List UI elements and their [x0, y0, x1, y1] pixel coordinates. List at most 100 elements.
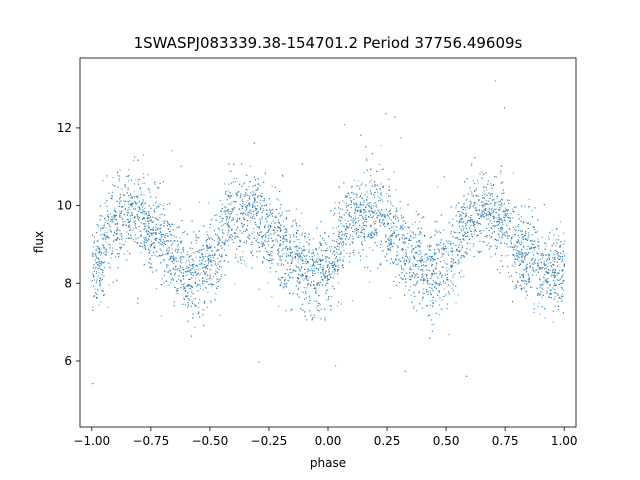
data-point [92, 254, 94, 256]
data-point [316, 283, 318, 285]
data-point [408, 279, 410, 281]
data-point [182, 255, 184, 257]
data-point [243, 218, 245, 220]
data-point [539, 284, 541, 286]
data-point [358, 235, 360, 237]
data-point [173, 263, 175, 265]
data-point [483, 190, 485, 192]
data-point [108, 219, 110, 221]
data-point [305, 278, 307, 280]
data-point [497, 224, 499, 226]
data-point [543, 277, 545, 279]
data-point [489, 195, 491, 197]
data-point [393, 171, 395, 173]
data-point [127, 189, 129, 191]
data-point [400, 276, 402, 278]
data-point [401, 248, 403, 250]
data-point [210, 255, 212, 257]
data-point [315, 289, 317, 291]
data-point [269, 211, 271, 213]
data-point [521, 261, 523, 263]
data-point [526, 248, 528, 250]
data-point [420, 260, 422, 262]
data-point [162, 205, 164, 207]
data-point [290, 252, 292, 254]
data-point [100, 228, 102, 230]
data-point [403, 238, 405, 240]
data-point [156, 269, 158, 271]
data-point [354, 229, 356, 231]
data-point [373, 232, 375, 234]
data-point [374, 231, 376, 233]
data-point [430, 274, 432, 276]
data-point [483, 197, 485, 199]
data-point [254, 208, 256, 210]
data-point [101, 261, 103, 263]
data-point [299, 241, 301, 243]
data-point [359, 202, 361, 204]
data-point [326, 265, 328, 267]
data-point [495, 217, 497, 219]
data-point [512, 172, 514, 174]
data-point [256, 215, 258, 217]
data-point [385, 240, 387, 242]
data-point [357, 231, 359, 233]
data-point [536, 269, 538, 271]
data-point [248, 203, 250, 205]
data-point [266, 203, 268, 205]
data-point [189, 261, 191, 263]
data-point [252, 204, 254, 206]
data-point [143, 173, 145, 175]
data-point [465, 209, 467, 211]
data-point [176, 280, 178, 282]
data-point [371, 232, 373, 234]
data-point [443, 253, 445, 255]
data-point [393, 229, 395, 231]
data-point [342, 259, 344, 261]
data-point [369, 181, 371, 183]
data-point [409, 230, 411, 232]
data-point [432, 273, 434, 275]
data-point [380, 183, 382, 185]
data-point [485, 213, 487, 215]
data-point [301, 275, 303, 277]
data-point [218, 227, 220, 229]
data-point [232, 181, 234, 183]
data-point [278, 278, 280, 280]
data-point [149, 229, 151, 231]
data-point [217, 272, 219, 274]
data-point [396, 245, 398, 247]
data-point [540, 268, 542, 270]
data-point [166, 271, 168, 273]
data-point [195, 277, 197, 279]
data-point [149, 267, 151, 269]
data-point [556, 274, 558, 276]
data-point [253, 194, 255, 196]
data-point [243, 194, 245, 196]
data-point [543, 261, 545, 263]
data-point [274, 216, 276, 218]
data-point [334, 273, 336, 275]
data-point [529, 281, 531, 283]
data-point [215, 270, 217, 272]
data-point [192, 248, 194, 250]
data-point [247, 211, 249, 213]
data-point [525, 297, 527, 299]
data-point [403, 258, 405, 260]
data-point [151, 255, 153, 257]
data-point [256, 211, 258, 213]
data-point [382, 219, 384, 221]
data-point [508, 276, 510, 278]
data-point [333, 214, 335, 216]
data-point [537, 230, 539, 232]
data-point [313, 252, 315, 254]
data-point [215, 293, 217, 295]
data-point [128, 209, 130, 211]
data-point [263, 207, 265, 209]
data-point [112, 250, 114, 252]
data-point [470, 220, 472, 222]
data-point [331, 262, 333, 264]
data-point [345, 212, 347, 214]
data-point [488, 242, 490, 244]
data-point [377, 267, 379, 269]
